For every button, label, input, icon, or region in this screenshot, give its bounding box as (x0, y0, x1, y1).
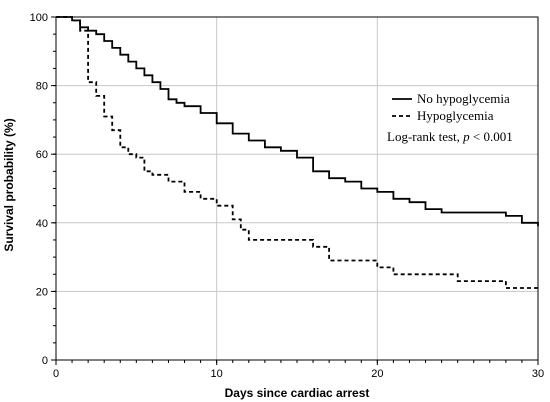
x-axis-title: Days since cardiac arrest (225, 386, 370, 400)
annotation-p: p (462, 129, 470, 144)
x-tick-label: 10 (211, 368, 223, 380)
plot-frame (55, 16, 539, 361)
y-tick-label: 0 (42, 355, 48, 367)
annotation-suffix: < 0.001 (470, 129, 513, 144)
series-line-no-hypoglycemia (56, 16, 539, 227)
x-axis: 0 10 20 30 (53, 360, 544, 380)
series-line-hypoglycemia (56, 16, 538, 289)
minor-ticks (53, 16, 539, 363)
y-tick-label: 40 (36, 218, 48, 230)
y-axis-title: Survival probability (%) (2, 118, 16, 251)
series-layer (56, 16, 539, 289)
legend-label-no-hypoglycemia: No hypoglycemia (417, 91, 510, 106)
log-rank-annotation: Log-rank test, p < 0.001 (387, 129, 513, 144)
y-tick-label: 100 (30, 12, 48, 24)
y-tick-label: 80 (36, 81, 48, 93)
annotation-prefix: Log-rank test, (387, 129, 463, 144)
x-tick-label: 30 (532, 368, 544, 380)
grid-lines (56, 16, 539, 360)
legend: No hypoglycemia Hypoglycemia (392, 91, 510, 123)
plot-border (55, 16, 539, 361)
y-axis: 0 20 40 60 80 100 (30, 12, 56, 367)
x-tick-label: 20 (371, 368, 383, 380)
y-tick-label: 20 (36, 286, 48, 298)
x-tick-label: 0 (53, 368, 59, 380)
legend-label-hypoglycemia: Hypoglycemia (417, 108, 494, 123)
y-tick-label: 60 (36, 149, 48, 161)
